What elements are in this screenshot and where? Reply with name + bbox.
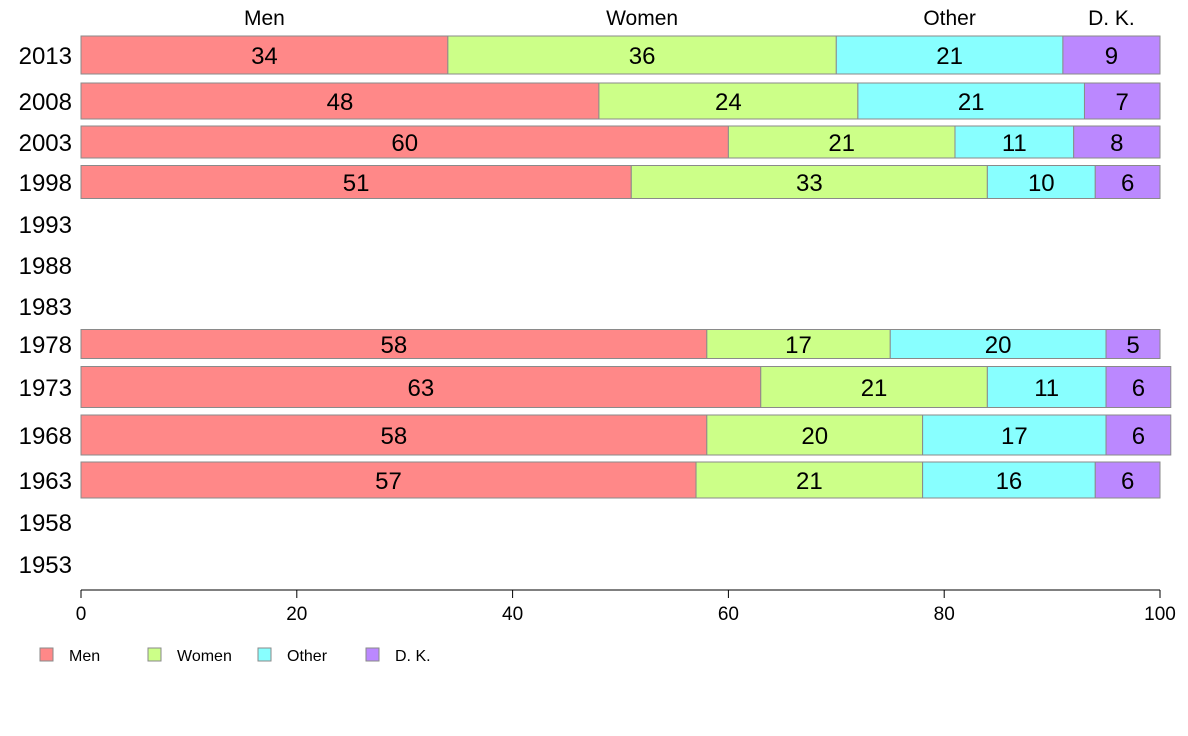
x-tick-label-40: 40 <box>502 604 523 625</box>
bar-segment-2003-3 <box>1073 125 1161 159</box>
bar-value-label-1998-2: 10 <box>1028 170 1055 197</box>
bar-segment-1968-0 <box>80 414 708 456</box>
legend-label-women: Women <box>177 648 232 665</box>
bar-segment-2003-0 <box>80 125 729 159</box>
legend-swatch-women <box>147 647 162 662</box>
year-label-2008: 2008 <box>19 89 72 116</box>
bar-segment-2003-1 <box>727 125 956 159</box>
bar-value-label-1963-2: 16 <box>996 468 1023 495</box>
column-header-women: Women <box>606 7 678 30</box>
bar-value-label-2013-2: 21 <box>936 43 963 70</box>
year-label-2013: 2013 <box>19 43 72 70</box>
column-header-d-k: D. K. <box>1088 7 1135 30</box>
bar-value-label-1978-1: 17 <box>785 332 812 359</box>
legend-label-men: Men <box>69 648 100 665</box>
bar-value-label-2008-3: 7 <box>1116 89 1129 116</box>
legend-label-other: Other <box>287 648 328 665</box>
bar-value-label-2008-2: 21 <box>958 89 985 116</box>
bar-value-label-2003-0: 60 <box>391 130 418 157</box>
bar-segment-1998-3 <box>1094 165 1161 199</box>
bar-segment-2013-2 <box>835 35 1064 75</box>
bar-value-label-1973-3: 6 <box>1132 375 1145 402</box>
bar-value-label-1963-1: 21 <box>796 468 823 495</box>
legend-swatch-men <box>39 647 54 662</box>
bar-segment-1968-3 <box>1105 414 1172 456</box>
bar-segment-1998-1 <box>630 165 988 199</box>
x-tick-label-100: 100 <box>1144 604 1176 625</box>
bar-value-label-1968-1: 20 <box>801 423 828 450</box>
x-tick-label-20: 20 <box>286 604 307 625</box>
year-label-1973: 1973 <box>19 375 72 402</box>
bar-segment-2013-0 <box>80 35 449 75</box>
bar-value-label-2013-3: 9 <box>1105 43 1118 70</box>
bar-value-label-1968-0: 58 <box>381 423 408 450</box>
bar-value-label-1998-0: 51 <box>343 170 370 197</box>
bar-segment-2008-0 <box>80 82 600 120</box>
bar-value-label-1978-2: 20 <box>985 332 1012 359</box>
bar-segment-1998-0 <box>80 165 632 199</box>
legend-label-d-k: D. K. <box>395 648 431 665</box>
bar-segment-1973-2 <box>986 366 1107 408</box>
bar-value-label-1978-0: 58 <box>381 332 408 359</box>
year-label-1988: 1988 <box>19 253 72 280</box>
bar-segment-1978-1 <box>706 329 891 359</box>
bar-segment-1968-2 <box>922 414 1107 456</box>
bar-value-label-1973-0: 63 <box>408 375 435 402</box>
year-label-1968: 1968 <box>19 423 72 450</box>
bar-segment-2013-1 <box>447 35 837 75</box>
year-label-1993: 1993 <box>19 212 72 239</box>
bar-value-label-1963-3: 6 <box>1121 468 1134 495</box>
bar-value-label-2003-1: 21 <box>828 130 855 157</box>
bar-segment-1973-0 <box>80 366 762 408</box>
bar-value-label-1998-1: 33 <box>796 170 823 197</box>
bar-segment-1978-2 <box>889 329 1107 359</box>
bar-value-label-1968-3: 6 <box>1132 423 1145 450</box>
bar-value-label-2013-1: 36 <box>629 43 656 70</box>
bar-segment-1973-3 <box>1105 366 1172 408</box>
bar-value-label-2003-2: 11 <box>1002 130 1027 157</box>
legend-swatch-other <box>257 647 272 662</box>
year-label-1998: 1998 <box>19 170 72 197</box>
bar-segment-2008-3 <box>1083 82 1161 120</box>
bar-segment-1963-2 <box>922 461 1096 499</box>
bar-segment-2013-3 <box>1062 35 1161 75</box>
x-tick-label-60: 60 <box>718 604 739 625</box>
bar-value-label-2008-1: 24 <box>715 89 742 116</box>
bar-segment-1978-0 <box>80 329 708 359</box>
year-label-1978: 1978 <box>19 332 72 359</box>
bar-value-label-2003-3: 8 <box>1110 130 1123 157</box>
column-header-men: Men <box>244 7 285 30</box>
x-tick-label-80: 80 <box>934 604 955 625</box>
year-label-1953: 1953 <box>19 552 72 579</box>
bar-value-label-1973-2: 11 <box>1034 375 1059 402</box>
bar-value-label-2008-0: 48 <box>327 89 354 116</box>
bar-value-label-2013-0: 34 <box>251 43 278 70</box>
bar-segment-1973-1 <box>760 366 988 408</box>
bar-value-label-1968-2: 17 <box>1001 423 1028 450</box>
year-label-1958: 1958 <box>19 510 72 537</box>
year-label-2003: 2003 <box>19 130 72 157</box>
bar-value-label-1963-0: 57 <box>375 468 402 495</box>
bar-segment-2008-2 <box>857 82 1085 120</box>
year-label-1963: 1963 <box>19 468 72 495</box>
bar-segment-2008-1 <box>598 82 859 120</box>
bar-value-label-1973-1: 21 <box>861 375 888 402</box>
bar-segment-1963-3 <box>1094 461 1161 499</box>
bar-segment-1978-3 <box>1105 329 1161 359</box>
x-tick-label-0: 0 <box>76 604 87 625</box>
bar-value-label-1978-3: 5 <box>1126 332 1139 359</box>
year-label-1983: 1983 <box>19 294 72 321</box>
legend-swatch-d-k <box>365 647 380 662</box>
bar-segment-1963-0 <box>80 461 697 499</box>
bar-value-label-1998-3: 6 <box>1121 170 1134 197</box>
column-header-other: Other <box>923 7 976 30</box>
